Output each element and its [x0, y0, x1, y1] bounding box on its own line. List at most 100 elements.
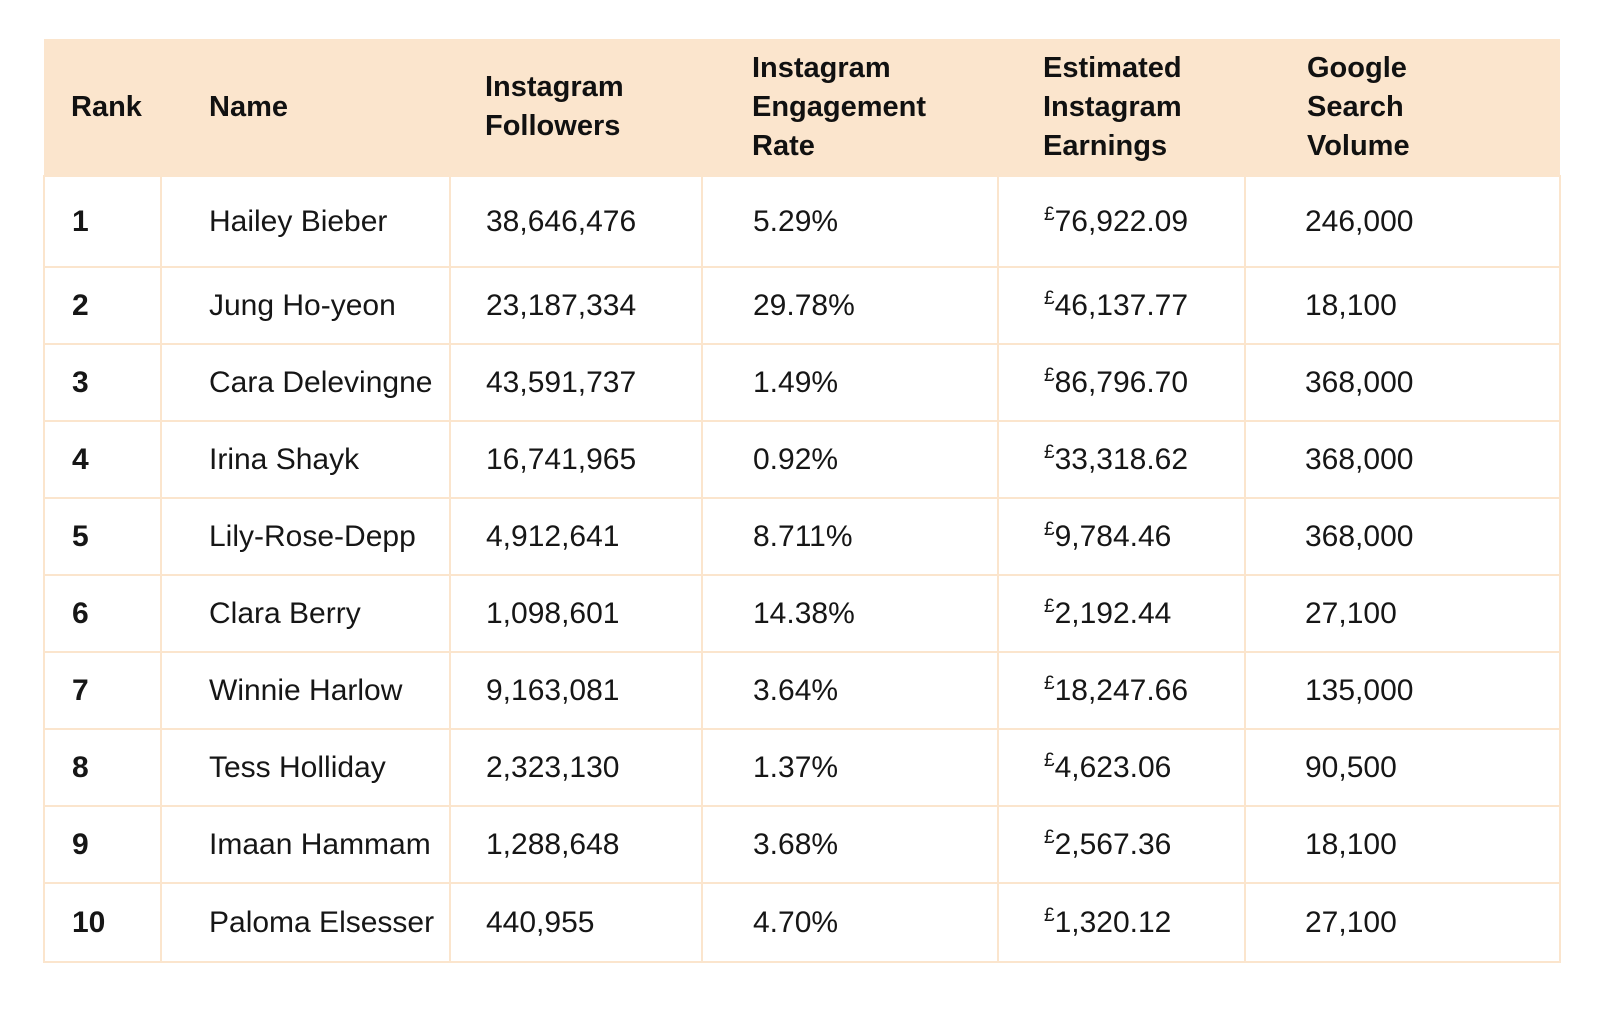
table-row: 2 Jung Ho-yeon 23,187,334 29.78% £46,137… — [43, 266, 1561, 345]
cell-rank: 8 — [43, 728, 162, 807]
currency-symbol: £ — [1044, 750, 1055, 771]
header-row: Rank Name Instagram Followers Instagram … — [44, 39, 1560, 176]
cell-earnings: £2,567.36 — [997, 805, 1246, 884]
rankings-table: Rank Name Instagram Followers Instagram … — [43, 39, 1561, 963]
header-line: Rate — [752, 129, 815, 162]
cell-search-volume: 27,100 — [1244, 882, 1561, 963]
table-row: 5 Lily-Rose-Depp 4,912,641 8.711% £9,784… — [43, 497, 1561, 576]
cell-rank: 3 — [43, 343, 162, 422]
earnings-value: 86,796.70 — [1054, 366, 1189, 399]
header-line: Earnings — [1043, 129, 1168, 162]
cell-name: Cara Delevingne — [160, 343, 451, 422]
earnings-value: 4,623.06 — [1054, 751, 1172, 784]
cell-rank: 10 — [43, 882, 162, 963]
cell-rank: 9 — [43, 805, 162, 884]
cell-followers: 1,288,648 — [449, 805, 703, 884]
cell-followers: 16,741,965 — [449, 420, 703, 499]
cell-engagement: 3.64% — [701, 651, 999, 730]
cell-engagement: 1.49% — [701, 343, 999, 422]
cell-engagement: 8.711% — [701, 497, 999, 576]
currency-symbol: £ — [1044, 288, 1055, 309]
cell-name: Lily-Rose-Depp — [160, 497, 451, 576]
earnings-value: 18,247.66 — [1054, 674, 1189, 707]
cell-followers: 43,591,737 — [449, 343, 703, 422]
header-engagement-rate: Instagram Engagement Rate — [702, 39, 998, 176]
cell-earnings: £46,137.77 — [997, 266, 1246, 345]
header-line: Instagram — [752, 51, 891, 84]
header-line: Instagram — [1043, 90, 1182, 123]
table-row: 6 Clara Berry 1,098,601 14.38% £2,192.44… — [43, 574, 1561, 653]
table-row: 3 Cara Delevingne 43,591,737 1.49% £86,7… — [43, 343, 1561, 422]
cell-rank: 2 — [43, 266, 162, 345]
cell-rank: 6 — [43, 574, 162, 653]
cell-rank: 1 — [43, 175, 162, 268]
cell-name: Imaan Hammam — [160, 805, 451, 884]
earnings-value: 2,192.44 — [1054, 597, 1172, 630]
currency-symbol: £ — [1044, 519, 1055, 540]
table-row: 7 Winnie Harlow 9,163,081 3.64% £18,247.… — [43, 651, 1561, 730]
header-line: Estimated — [1043, 51, 1182, 84]
earnings-value: 9,784.46 — [1054, 520, 1172, 553]
header-estimated-earnings: Estimated Instagram Earnings — [998, 39, 1245, 176]
cell-engagement: 14.38% — [701, 574, 999, 653]
table-row: 9 Imaan Hammam 1,288,648 3.68% £2,567.36… — [43, 805, 1561, 884]
header-google-search-volume: Google Search Volume — [1245, 39, 1560, 176]
header-line: Volume — [1307, 129, 1410, 162]
header-line: Search — [1307, 90, 1404, 123]
cell-followers: 1,098,601 — [449, 574, 703, 653]
cell-search-volume: 90,500 — [1244, 728, 1561, 807]
cell-followers: 9,163,081 — [449, 651, 703, 730]
cell-search-volume: 368,000 — [1244, 420, 1561, 499]
cell-engagement: 3.68% — [701, 805, 999, 884]
cell-name: Irina Shayk — [160, 420, 451, 499]
cell-search-volume: 246,000 — [1244, 175, 1561, 268]
cell-engagement: 5.29% — [701, 175, 999, 268]
earnings-value: 33,318.62 — [1054, 443, 1189, 476]
cell-engagement: 1.37% — [701, 728, 999, 807]
table-row: 1 Hailey Bieber 38,646,476 5.29% £76,922… — [43, 175, 1561, 268]
header-name: Name — [209, 90, 288, 123]
earnings-value: 46,137.77 — [1054, 289, 1189, 322]
cell-search-volume: 368,000 — [1244, 343, 1561, 422]
table-body: 1 Hailey Bieber 38,646,476 5.29% £76,922… — [43, 175, 1561, 963]
cell-followers: 2,323,130 — [449, 728, 703, 807]
header-instagram-followers: Instagram Followers — [450, 39, 702, 176]
rankings-table-container: Rank Name Instagram Followers Instagram … — [43, 39, 1561, 963]
currency-symbol: £ — [1044, 365, 1055, 386]
header-line: Instagram — [485, 71, 624, 103]
header-line: Google — [1307, 51, 1407, 84]
currency-symbol: £ — [1044, 673, 1055, 694]
cell-earnings: £2,192.44 — [997, 574, 1246, 653]
cell-earnings: £18,247.66 — [997, 651, 1246, 730]
cell-earnings: £4,623.06 — [997, 728, 1246, 807]
currency-symbol: £ — [1044, 827, 1055, 848]
cell-search-volume: 18,100 — [1244, 805, 1561, 884]
cell-name: Tess Holliday — [160, 728, 451, 807]
cell-name: Hailey Bieber — [160, 175, 451, 268]
cell-rank: 5 — [43, 497, 162, 576]
cell-earnings: £76,922.09 — [997, 175, 1246, 268]
cell-rank: 4 — [43, 420, 162, 499]
cell-earnings: £9,784.46 — [997, 497, 1246, 576]
cell-engagement: 29.78% — [701, 266, 999, 345]
table-row: 8 Tess Holliday 2,323,130 1.37% £4,623.0… — [43, 728, 1561, 807]
cell-name: Paloma Elsesser — [160, 882, 451, 963]
cell-rank: 7 — [43, 651, 162, 730]
cell-search-volume: 27,100 — [1244, 574, 1561, 653]
currency-symbol: £ — [1044, 442, 1055, 463]
cell-earnings: £1,320.12 — [997, 882, 1246, 963]
currency-symbol: £ — [1044, 905, 1055, 926]
cell-search-volume: 135,000 — [1244, 651, 1561, 730]
cell-search-volume: 368,000 — [1244, 497, 1561, 576]
earnings-value: 76,922.09 — [1054, 205, 1189, 238]
cell-name: Clara Berry — [160, 574, 451, 653]
cell-followers: 38,646,476 — [449, 175, 703, 268]
cell-earnings: £86,796.70 — [997, 343, 1246, 422]
currency-symbol: £ — [1044, 204, 1055, 225]
cell-name: Jung Ho-yeon — [160, 266, 451, 345]
cell-followers: 23,187,334 — [449, 266, 703, 345]
cell-engagement: 4.70% — [701, 882, 999, 963]
cell-followers: 4,912,641 — [449, 497, 703, 576]
table-row: 10 Paloma Elsesser 440,955 4.70% £1,320.… — [43, 882, 1561, 963]
table-header: Rank Name Instagram Followers Instagram … — [44, 39, 1560, 176]
